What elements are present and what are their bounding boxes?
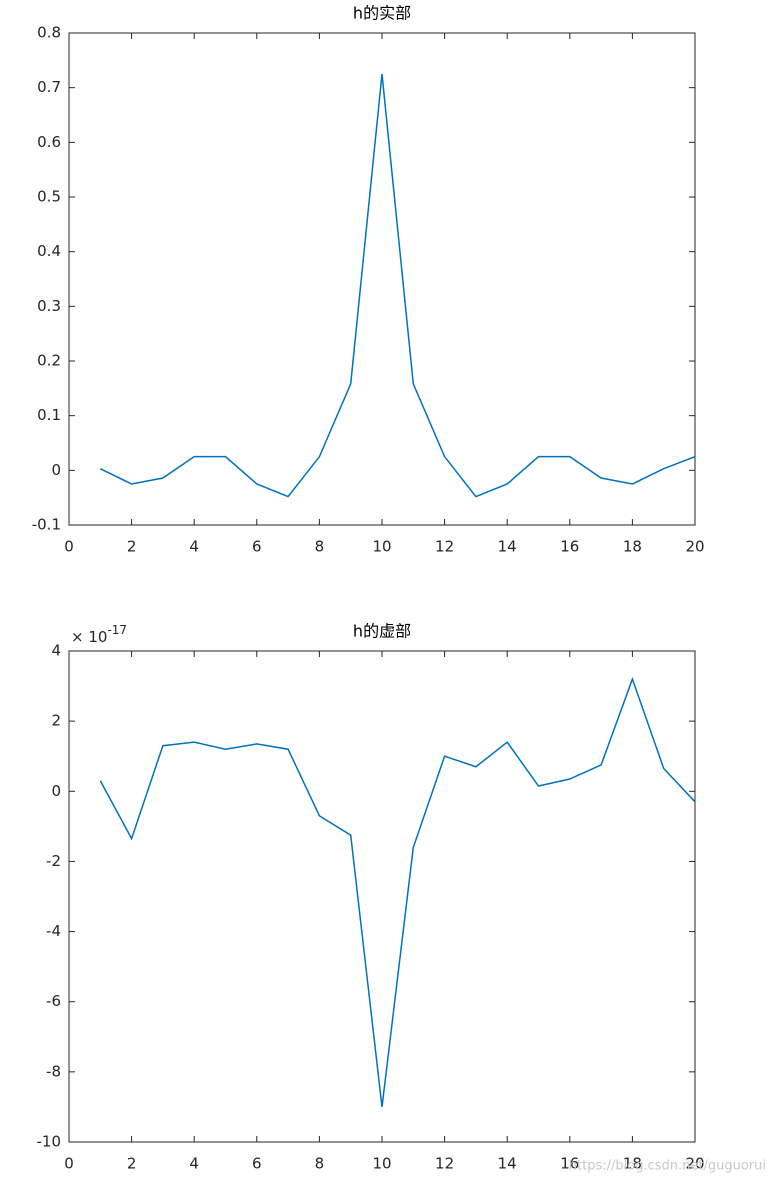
y-tick-label: -0.1 <box>32 516 61 534</box>
x-tick-label: 0 <box>64 538 74 556</box>
y-tick-label: 0.8 <box>37 24 61 42</box>
data-line <box>99 73 696 498</box>
y-tick-label: 0.7 <box>37 78 61 96</box>
x-tick-label: 12 <box>435 538 454 556</box>
exponent-power: -17 <box>107 623 127 637</box>
y-tick-label: 0.1 <box>37 406 61 424</box>
y-tick-label: 0.2 <box>37 352 61 370</box>
x-tick-label: 2 <box>127 538 137 556</box>
y-tick-label: 0.6 <box>37 133 61 151</box>
x-tick-label: 20 <box>685 1155 704 1173</box>
y-tick-label: 4 <box>51 642 61 660</box>
x-tick-label: 6 <box>252 1155 262 1173</box>
y-tick-label: 0 <box>51 461 61 479</box>
x-tick-label: 6 <box>252 538 262 556</box>
watermark: https://blog.csdn.net/guguorui <box>569 1159 766 1174</box>
x-tick-label: 16 <box>560 1155 579 1173</box>
y-tick-label: -10 <box>37 1133 62 1151</box>
x-tick-label: 2 <box>127 1155 137 1173</box>
x-tick-label: 8 <box>315 538 325 556</box>
x-tick-label: 8 <box>315 1155 325 1173</box>
y-tick-label: -6 <box>46 992 61 1010</box>
chart-title: h的虚部 <box>353 622 411 641</box>
data-line <box>99 676 696 1108</box>
x-tick-label: 10 <box>372 1155 391 1173</box>
y-tick-label: 0.3 <box>37 297 61 315</box>
x-tick-label: 16 <box>560 538 579 556</box>
x-tick-label: 10 <box>372 538 391 556</box>
exponent-base: × 10 <box>71 628 107 646</box>
axes-box <box>68 32 696 526</box>
y-tick-label: 0.4 <box>37 242 61 260</box>
y-tick-label: 0.5 <box>37 188 61 206</box>
x-tick-label: 4 <box>189 1155 199 1173</box>
y-tick-label: -8 <box>46 1062 61 1080</box>
axis-exponent: × 10-17 <box>71 623 127 646</box>
y-tick-label: 2 <box>51 712 61 730</box>
x-tick-label: 12 <box>435 1155 454 1173</box>
y-tick-label: -2 <box>46 852 61 870</box>
chart-title: h的实部 <box>353 4 411 23</box>
x-tick-label: 18 <box>623 1155 642 1173</box>
x-tick-label: 4 <box>189 538 199 556</box>
x-tick-label: 14 <box>498 538 517 556</box>
y-tick-label: 0 <box>51 782 61 800</box>
x-tick-label: 0 <box>64 1155 74 1173</box>
x-tick-label: 14 <box>498 1155 517 1173</box>
y-tick-label: -4 <box>46 922 61 940</box>
axes-box <box>68 650 696 1143</box>
x-tick-label: 20 <box>685 538 704 556</box>
x-tick-label: 18 <box>623 538 642 556</box>
